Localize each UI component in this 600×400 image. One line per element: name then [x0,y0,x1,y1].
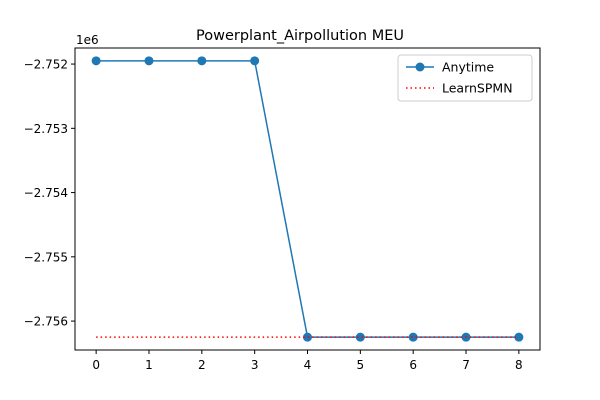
series-0-point-6 [408,332,418,342]
plot-area [91,56,524,342]
legend-entry-label: LearnSPMN [442,81,513,96]
series-line-0 [96,60,519,338]
legend: Anytime LearnSPMN [397,54,533,102]
series-0-point-3 [250,56,260,66]
x-tick-label: 4 [304,358,312,372]
series-0-point-4 [303,332,312,342]
chart-title: Powerplant_Airpollution MEU [196,28,404,44]
x-tick-label: 2 [198,358,206,372]
y-tick-label: −2.756 [24,315,68,329]
y-tick-label: −2.752 [24,58,68,72]
y-tick-label: −2.755 [24,250,68,264]
series-0-point-5 [355,332,365,342]
legend-entry-label: Anytime [442,60,494,75]
legend-swatch-marker [415,62,425,72]
y-axis-offset-label: 1e6 [76,33,99,47]
x-tick-label: 7 [462,358,470,372]
series-0-point-2 [197,56,207,66]
series-0-point-1 [144,56,154,66]
y-tick-label: −2.754 [24,186,68,200]
x-tick-label: 6 [409,358,417,372]
y-tick-label: −2.753 [24,122,68,136]
x-tick-label: 0 [92,358,100,372]
series-0-point-8 [514,332,524,342]
axes: 0 1 2 3 4 5 6 7 8 −2.752 −2.753 −2.754 −2.755 −2.756 [24,47,541,372]
x-tick-label: 1 [145,358,153,372]
x-tick-label: 5 [357,358,365,372]
x-tick-label: 3 [251,358,259,372]
series-0-point-0 [91,56,101,66]
x-tick-label: 8 [515,358,523,372]
